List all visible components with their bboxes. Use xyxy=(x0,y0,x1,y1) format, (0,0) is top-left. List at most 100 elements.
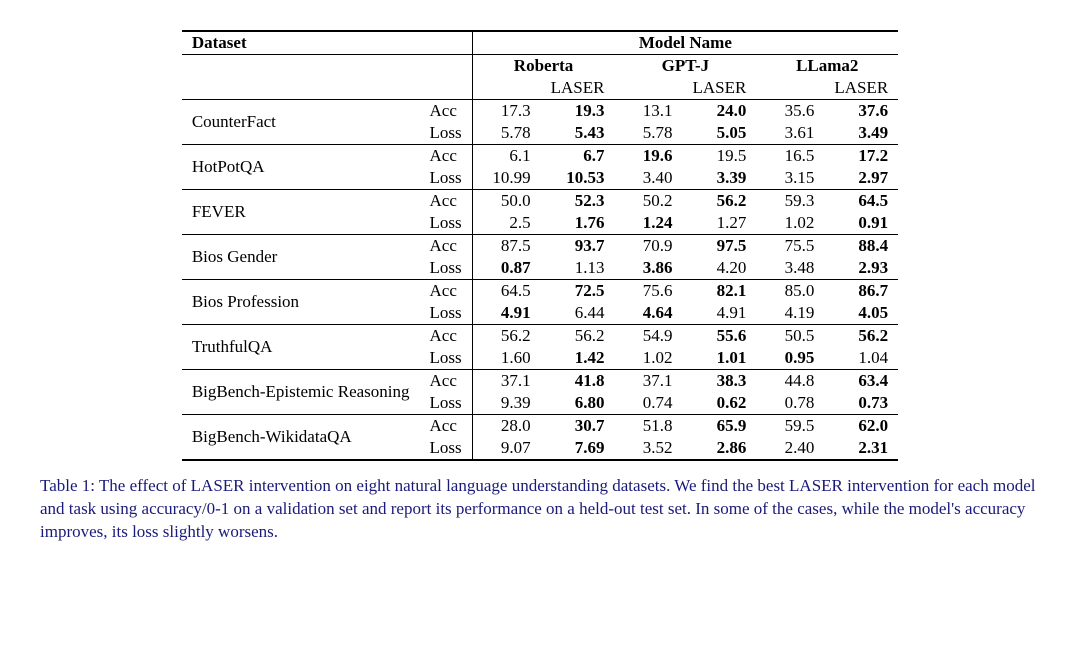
col-header-dataset-spacer xyxy=(420,31,473,55)
cell-value: 16.5 xyxy=(756,145,824,168)
cell-value: 0.62 xyxy=(682,392,756,415)
cell-value: 62.0 xyxy=(824,415,898,438)
cell-value: 2.93 xyxy=(824,257,898,280)
cell-value: 72.5 xyxy=(541,280,615,303)
cell-value: 30.7 xyxy=(541,415,615,438)
cell-value: 1.13 xyxy=(541,257,615,280)
metric-label-acc: Acc xyxy=(420,235,473,258)
cell-value: 5.78 xyxy=(614,122,682,145)
subhead-laser-1: LASER xyxy=(682,77,756,100)
cell-value: 44.8 xyxy=(756,370,824,393)
cell-value: 0.78 xyxy=(756,392,824,415)
cell-value: 1.02 xyxy=(756,212,824,235)
cell-value: 1.04 xyxy=(824,347,898,370)
metric-label-loss: Loss xyxy=(420,347,473,370)
cell-value: 35.6 xyxy=(756,100,824,123)
cell-value: 37.1 xyxy=(472,370,541,393)
cell-value: 3.39 xyxy=(682,167,756,190)
cell-value: 6.7 xyxy=(541,145,615,168)
dataset-name: CounterFact xyxy=(182,100,420,145)
metric-label-acc: Acc xyxy=(420,190,473,213)
caption-laser-1: LASER xyxy=(191,476,245,495)
cell-value: 97.5 xyxy=(682,235,756,258)
cell-value: 75.5 xyxy=(756,235,824,258)
cell-value: 1.60 xyxy=(472,347,541,370)
cell-value: 5.43 xyxy=(541,122,615,145)
cell-value: 19.3 xyxy=(541,100,615,123)
cell-value: 59.3 xyxy=(756,190,824,213)
cell-value: 2.5 xyxy=(472,212,541,235)
cell-value: 38.3 xyxy=(682,370,756,393)
cell-value: 75.6 xyxy=(614,280,682,303)
cell-value: 2.97 xyxy=(824,167,898,190)
cell-value: 59.5 xyxy=(756,415,824,438)
cell-value: 70.9 xyxy=(614,235,682,258)
cell-value: 64.5 xyxy=(824,190,898,213)
cell-value: 5.78 xyxy=(472,122,541,145)
metric-label-loss: Loss xyxy=(420,122,473,145)
cell-value: 51.8 xyxy=(614,415,682,438)
model-header-2: LLama2 xyxy=(756,55,898,78)
cell-value: 37.1 xyxy=(614,370,682,393)
dataset-name: Bios Profession xyxy=(182,280,420,325)
cell-value: 1.02 xyxy=(614,347,682,370)
cell-value: 3.61 xyxy=(756,122,824,145)
cell-value: 0.95 xyxy=(756,347,824,370)
cell-value: 10.53 xyxy=(541,167,615,190)
cell-value: 0.87 xyxy=(472,257,541,280)
metric-label-loss: Loss xyxy=(420,257,473,280)
cell-value: 9.07 xyxy=(472,437,541,460)
cell-value: 1.76 xyxy=(541,212,615,235)
subhead-laser-2: LASER xyxy=(824,77,898,100)
cell-value: 93.7 xyxy=(541,235,615,258)
dataset-name: HotPotQA xyxy=(182,145,420,190)
cell-value: 6.1 xyxy=(472,145,541,168)
cell-value: 1.42 xyxy=(541,347,615,370)
dataset-name: FEVER xyxy=(182,190,420,235)
cell-value: 0.91 xyxy=(824,212,898,235)
model-header-0: Roberta xyxy=(472,55,614,78)
metric-label-loss: Loss xyxy=(420,302,473,325)
cell-value: 3.48 xyxy=(756,257,824,280)
cell-value: 4.64 xyxy=(614,302,682,325)
cell-value: 4.20 xyxy=(682,257,756,280)
cell-value: 24.0 xyxy=(682,100,756,123)
cell-value: 56.2 xyxy=(541,325,615,348)
metric-label-loss: Loss xyxy=(420,212,473,235)
results-table: Dataset Model Name Roberta GPT-J LLama2 … xyxy=(182,30,898,461)
cell-value: 50.2 xyxy=(614,190,682,213)
cell-value: 1.27 xyxy=(682,212,756,235)
caption-text-2: intervention on eight natural language u… xyxy=(245,476,790,495)
cell-value: 3.15 xyxy=(756,167,824,190)
cell-value: 2.86 xyxy=(682,437,756,460)
cell-value: 3.49 xyxy=(824,122,898,145)
table-caption: Table 1: The effect of LASER interventio… xyxy=(40,475,1040,544)
cell-value: 55.6 xyxy=(682,325,756,348)
subhead-laser-0: LASER xyxy=(541,77,615,100)
cell-value: 19.5 xyxy=(682,145,756,168)
cell-value: 54.9 xyxy=(614,325,682,348)
cell-value: 6.80 xyxy=(541,392,615,415)
cell-value: 0.73 xyxy=(824,392,898,415)
metric-label-acc: Acc xyxy=(420,415,473,438)
caption-text-1: The effect of xyxy=(95,476,191,495)
cell-value: 17.2 xyxy=(824,145,898,168)
cell-value: 3.40 xyxy=(614,167,682,190)
cell-value: 88.4 xyxy=(824,235,898,258)
cell-value: 1.01 xyxy=(682,347,756,370)
cell-value: 13.1 xyxy=(614,100,682,123)
cell-value: 6.44 xyxy=(541,302,615,325)
cell-value: 2.31 xyxy=(824,437,898,460)
metric-label-acc: Acc xyxy=(420,145,473,168)
col-header-dataset: Dataset xyxy=(182,31,420,55)
cell-value: 56.2 xyxy=(472,325,541,348)
metric-label-acc: Acc xyxy=(420,100,473,123)
metric-label-acc: Acc xyxy=(420,325,473,348)
dataset-name: BigBench-WikidataQA xyxy=(182,415,420,461)
cell-value: 19.6 xyxy=(614,145,682,168)
cell-value: 50.5 xyxy=(756,325,824,348)
cell-value: 4.91 xyxy=(682,302,756,325)
cell-value: 5.05 xyxy=(682,122,756,145)
metric-label-loss: Loss xyxy=(420,392,473,415)
cell-value: 56.2 xyxy=(824,325,898,348)
